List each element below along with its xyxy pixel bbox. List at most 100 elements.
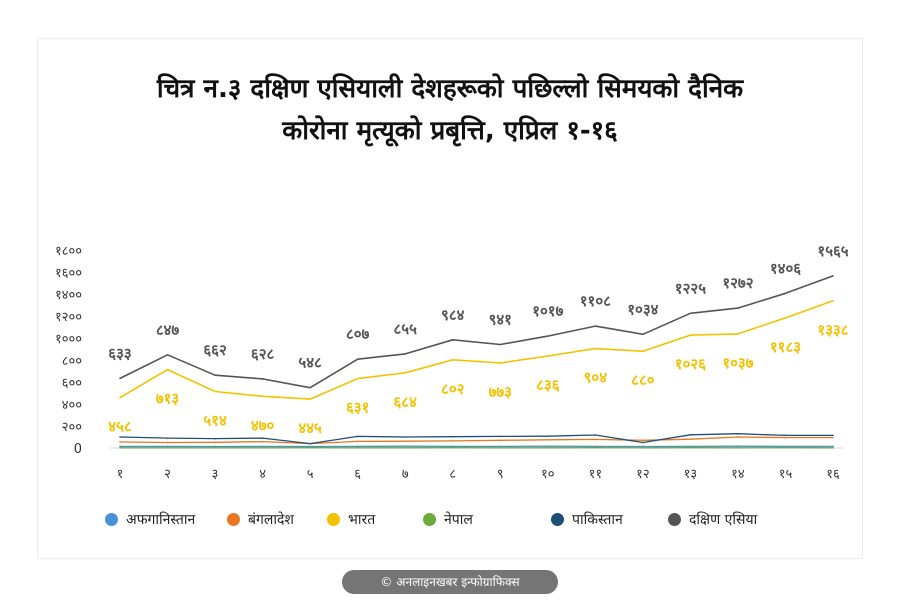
data-label-india: १०३७ xyxy=(722,354,753,372)
data-label-south-asia: ९८४ xyxy=(441,306,465,324)
data-point-pakistan xyxy=(499,435,502,438)
data-point-pakistan xyxy=(689,434,692,436)
legend-color-dot xyxy=(423,513,436,526)
y-tick-label: १२०० xyxy=(55,310,82,325)
data-point-south-asia xyxy=(214,374,216,376)
legend-label: दक्षिण एसिया xyxy=(689,512,758,528)
credit-badge: © अनलाइनखबर इन्फोग्राफिक्स xyxy=(342,570,558,594)
legend-item: अफगानिस्तान xyxy=(105,510,195,529)
data-point-bangladesh xyxy=(499,439,502,442)
y-tick-label: ४०० xyxy=(62,398,82,413)
data-point-nepal xyxy=(309,446,311,449)
legend-item: बंगलादेश xyxy=(227,510,294,529)
data-point-india xyxy=(642,350,644,353)
data-point-pakistan xyxy=(642,441,644,444)
data-point-south-asia xyxy=(261,378,264,380)
legend-color-dot xyxy=(105,513,118,526)
title-line-2: कोरोना मृत्यूको प्रबृत्ति, एप्रिल १-१६ xyxy=(282,116,618,146)
data-label-south-asia: १०१७ xyxy=(532,302,563,320)
data-point-south-asia xyxy=(594,325,597,327)
x-tick-label: १६ xyxy=(826,467,840,482)
y-tick-label: १००० xyxy=(55,332,82,347)
data-point-bangladesh xyxy=(737,436,739,438)
data-point-pakistan xyxy=(832,434,834,437)
y-tick-label: २०० xyxy=(62,420,82,435)
data-point-afghanistan xyxy=(119,445,121,448)
data-point-afghanistan xyxy=(832,445,834,448)
data-point-afghanistan xyxy=(404,445,407,448)
data-point-nepal xyxy=(451,446,454,449)
x-tick-label: ४ xyxy=(259,467,266,482)
data-point-pakistan xyxy=(261,437,264,439)
data-point-pakistan xyxy=(356,435,359,438)
data-label-india: ५१४ xyxy=(203,411,227,429)
y-tick-label: १८०० xyxy=(55,244,82,259)
data-point-india xyxy=(784,317,787,319)
data-point-india xyxy=(499,362,502,364)
data-point-afghanistan xyxy=(356,445,359,448)
data-label-india: ४७० xyxy=(251,416,275,434)
series-line-india xyxy=(119,300,834,400)
data-point-south-asia xyxy=(356,358,359,361)
data-point-south-asia xyxy=(404,353,407,355)
data-point-afghanistan xyxy=(499,445,502,448)
data-point-nepal xyxy=(404,446,407,449)
data-point-nepal xyxy=(119,446,121,449)
data-point-india xyxy=(166,368,169,371)
y-tick-label: १६०० xyxy=(55,266,82,281)
data-label-india: ८८० xyxy=(631,371,655,389)
x-tick-label: १२ xyxy=(636,467,650,482)
data-point-bangladesh xyxy=(642,439,644,442)
data-label-india: ६३१ xyxy=(346,399,369,417)
y-tick-label: १४०० xyxy=(55,288,82,303)
data-point-india xyxy=(832,300,834,302)
data-point-india xyxy=(689,334,692,336)
data-point-south-asia xyxy=(547,335,549,337)
infographic-frame xyxy=(37,38,863,559)
data-point-nepal xyxy=(689,446,692,449)
data-label-india: ८०२ xyxy=(441,380,464,398)
legend-label: भारत xyxy=(348,512,376,528)
x-tick-label: ८ xyxy=(449,467,456,482)
legend-color-dot xyxy=(551,513,564,526)
legend-item: नेपाल xyxy=(423,510,473,529)
data-point-afghanistan xyxy=(642,445,644,448)
data-point-bangladesh xyxy=(166,441,169,444)
data-point-india xyxy=(451,358,454,361)
data-point-nepal xyxy=(261,446,264,449)
legend-color-dot xyxy=(227,513,240,526)
data-label-south-asia: १२२५ xyxy=(675,279,706,297)
x-tick-label: ११ xyxy=(589,467,603,482)
data-point-afghanistan xyxy=(547,445,549,448)
data-point-pakistan xyxy=(404,436,407,438)
data-label-south-asia: ९४१ xyxy=(489,310,512,328)
data-label-india: ७७३ xyxy=(489,383,512,401)
y-tick-label: 0 xyxy=(74,442,82,457)
data-point-south-asia xyxy=(499,343,502,346)
data-point-bangladesh xyxy=(689,438,692,441)
data-point-bangladesh xyxy=(404,440,407,442)
data-point-south-asia xyxy=(119,377,121,380)
x-tick-label: ७ xyxy=(402,467,409,482)
data-point-india xyxy=(594,347,597,350)
data-point-bangladesh xyxy=(261,440,264,443)
data-point-afghanistan xyxy=(737,445,739,448)
x-tick-label: १५ xyxy=(779,467,793,482)
data-label-india: ९०४ xyxy=(584,369,608,387)
data-point-afghanistan xyxy=(166,445,169,448)
data-label-south-asia: ८०७ xyxy=(346,325,370,343)
data-point-afghanistan xyxy=(261,445,264,448)
data-point-bangladesh xyxy=(451,440,454,442)
data-point-bangladesh xyxy=(832,436,834,439)
data-point-south-asia xyxy=(451,338,454,341)
data-point-nepal xyxy=(356,446,359,449)
data-point-south-asia xyxy=(832,275,834,277)
legend-item: भारत xyxy=(327,510,375,529)
data-point-india xyxy=(309,398,311,400)
data-point-india xyxy=(214,390,216,393)
data-point-nepal xyxy=(784,446,787,449)
data-point-pakistan xyxy=(737,432,739,435)
data-point-bangladesh xyxy=(547,438,549,441)
data-label-india: १३३८ xyxy=(817,321,848,339)
